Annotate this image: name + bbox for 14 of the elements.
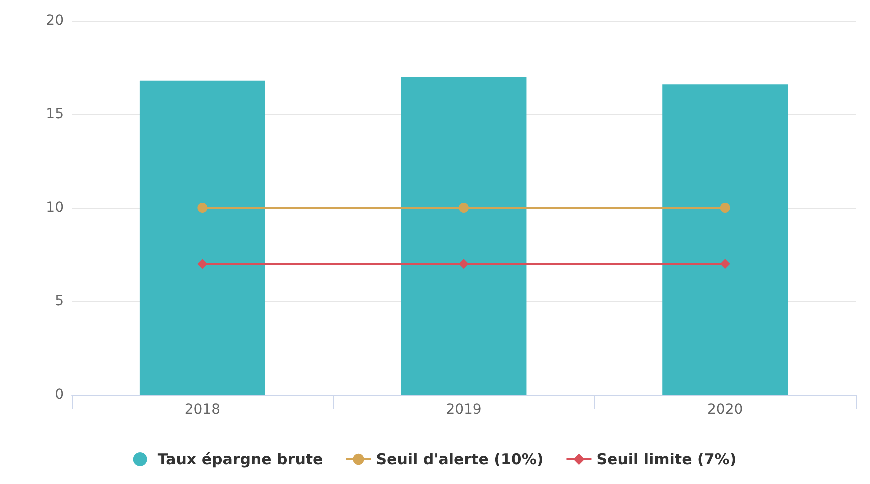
y-tick-label: 10 — [46, 200, 64, 216]
legend-label: Taux épargne brute — [158, 450, 324, 468]
legend-label: Seuil d'alerte (10%) — [376, 450, 544, 468]
y-tick-label: 5 — [55, 294, 64, 310]
x-tick-label: 2018 — [184, 402, 220, 418]
y-tick-label: 20 — [46, 13, 64, 29]
bar — [401, 77, 527, 395]
bar — [140, 80, 266, 395]
y-tick-label: 15 — [46, 106, 64, 122]
legend-label: Seuil limite (7%) — [596, 450, 737, 468]
x-tick-label: 2020 — [708, 402, 744, 418]
x-tick-label: 2019 — [446, 402, 482, 418]
bar — [662, 84, 788, 395]
y-tick-label: 0 — [55, 387, 64, 403]
